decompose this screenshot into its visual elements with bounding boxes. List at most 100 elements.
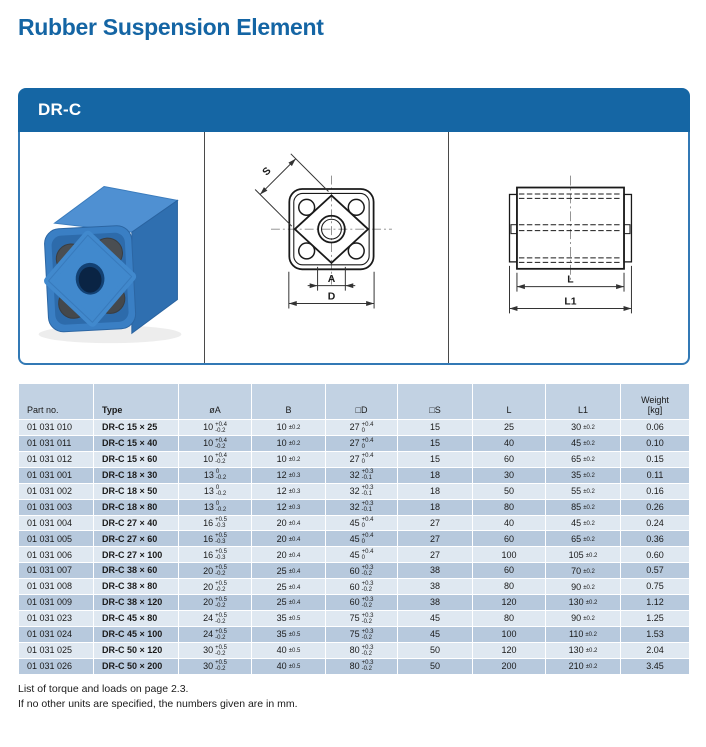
cell-D: 75 +0.3 -0.2 (326, 626, 397, 642)
front-view-drawing: S A D (204, 132, 448, 363)
cell-weight: 0.15 (621, 451, 689, 467)
cell-L1: 105 ±0.2 (546, 547, 620, 563)
cell-L1: 65 ±0.2 (546, 451, 620, 467)
datasheet-page: { "page": { "title": "Rubber Suspension … (0, 13, 706, 747)
cell-B: 12 ±0.3 (252, 499, 325, 515)
cell-type: DR-C 38 × 120 (94, 595, 178, 611)
cell-B: 10 ±0.2 (252, 435, 325, 451)
cell-part_no: 01 031 005 (19, 531, 93, 547)
table-row: 01 031 010 DR-C 15 × 25 10 +0.4 -0.2 10 ±0.2 27… (19, 420, 689, 435)
cell-weight: 0.60 (621, 547, 689, 563)
header-square-s: □S (398, 384, 472, 419)
cell-weight: 0.57 (621, 563, 689, 579)
cell-S: 45 (398, 611, 472, 626)
cell-L: 50 (473, 483, 545, 499)
product-photo-image (38, 186, 182, 344)
cell-part_no: 01 031 025 (19, 642, 93, 658)
panel-body: S A D (18, 132, 690, 365)
header-weight: Weight [kg] (621, 384, 689, 419)
header-dia-a: øA (179, 384, 251, 419)
cell-L1: 110 ±0.2 (546, 626, 620, 642)
cell-weight: 1.25 (621, 611, 689, 626)
cell-D: 75 +0.3 -0.2 (326, 611, 397, 626)
cell-S: 38 (398, 579, 472, 595)
dim-label-l1: L1 (564, 297, 576, 308)
cell-B: 12 ±0.3 (252, 483, 325, 499)
cell-weight: 0.26 (621, 499, 689, 515)
cell-L: 80 (473, 499, 545, 515)
cell-part_no: 01 031 008 (19, 579, 93, 595)
side-view-svg: L L1 (508, 175, 633, 314)
cell-S: 18 (398, 467, 472, 483)
dim-label-a: A (328, 274, 336, 285)
cell-D: 27 +0.4 0 (326, 451, 397, 467)
cell-S: 38 (398, 563, 472, 579)
cell-part_no: 01 031 001 (19, 467, 93, 483)
table-row: 01 031 001 DR-C 18 × 30 13 0 -0.2 12 ±0.3 32 +0.… (19, 467, 689, 483)
cell-L1: 130 ±0.2 (546, 642, 620, 658)
cell-dA: 20 +0.5 -0.2 (179, 595, 251, 611)
cell-part_no: 01 031 024 (19, 626, 93, 642)
header-b: B (252, 384, 325, 419)
cell-weight: 0.75 (621, 579, 689, 595)
cell-type: DR-C 18 × 50 (94, 483, 178, 499)
product-photo (20, 132, 204, 363)
cell-L1: 30 ±0.2 (546, 420, 620, 435)
cell-L1: 55 ±0.2 (546, 483, 620, 499)
cell-type: DR-C 15 × 25 (94, 420, 178, 435)
cell-part_no: 01 031 010 (19, 420, 93, 435)
cell-dA: 20 +0.5 -0.2 (179, 563, 251, 579)
table-row: 01 031 008 DR-C 38 × 80 20 +0.5 -0.2 25 ±0.4 60… (19, 579, 689, 595)
table-row: 01 031 011 DR-C 15 × 40 10 +0.4 -0.2 10 ±0.2 27… (19, 435, 689, 451)
cell-weight: 0.24 (621, 515, 689, 531)
dim-label-s: S (261, 165, 274, 178)
cell-type: DR-C 18 × 80 (94, 499, 178, 515)
cell-B: 20 ±0.4 (252, 547, 325, 563)
side-view-drawing: L L1 (448, 132, 688, 363)
cell-B: 10 ±0.2 (252, 451, 325, 467)
footer-note-torque: List of torque and loads on page 2.3. (18, 682, 189, 695)
cell-S: 27 (398, 531, 472, 547)
cell-type: DR-C 15 × 60 (94, 451, 178, 467)
cell-B: 40 ±0.5 (252, 658, 325, 674)
cell-S: 38 (398, 595, 472, 611)
cell-dA: 24 +0.5 -0.2 (179, 611, 251, 626)
cell-D: 45 +0.4 0 (326, 515, 397, 531)
cell-S: 50 (398, 642, 472, 658)
cell-type: DR-C 45 × 100 (94, 626, 178, 642)
cell-L1: 85 ±0.2 (546, 499, 620, 515)
cell-type: DR-C 50 × 120 (94, 642, 178, 658)
cell-dA: 30 +0.5 -0.2 (179, 658, 251, 674)
cell-L: 60 (473, 451, 545, 467)
cell-part_no: 01 031 003 (19, 499, 93, 515)
header-square-d: □D (326, 384, 397, 419)
cell-type: DR-C 50 × 200 (94, 658, 178, 674)
cell-D: 80 +0.3 -0.2 (326, 642, 397, 658)
cell-D: 60 +0.3 -0.2 (326, 579, 397, 595)
cell-S: 15 (398, 451, 472, 467)
cell-D: 32 +0.3 -0.1 (326, 483, 397, 499)
cell-dA: 20 +0.5 -0.2 (179, 579, 251, 595)
cell-L1: 35 ±0.2 (546, 467, 620, 483)
parts-table-body: 01 031 010 DR-C 15 × 25 10 +0.4 -0.2 10 ±0.2 27… (19, 420, 689, 674)
cell-L: 30 (473, 467, 545, 483)
cell-part_no: 01 031 026 (19, 658, 93, 674)
cell-part_no: 01 031 006 (19, 547, 93, 563)
cell-L1: 65 ±0.2 (546, 531, 620, 547)
cell-weight: 1.53 (621, 626, 689, 642)
page-title: Rubber Suspension Element (18, 14, 324, 40)
table-row: 01 031 012 DR-C 15 × 60 10 +0.4 -0.2 10 ±0.2 27… (19, 451, 689, 467)
cell-dA: 16 +0.5 -0.3 (179, 531, 251, 547)
cell-L1: 70 ±0.2 (546, 563, 620, 579)
parts-table: Part no. Type øA B □D □S L L1 Weight [kg… (18, 383, 690, 675)
cell-B: 35 ±0.5 (252, 626, 325, 642)
cell-part_no: 01 031 012 (19, 451, 93, 467)
cell-S: 15 (398, 420, 472, 435)
cell-D: 32 +0.3 -0.1 (326, 467, 397, 483)
cell-S: 15 (398, 435, 472, 451)
table-row: 01 031 025 DR-C 50 × 120 30 +0.5 -0.2 40 ±0.5 8… (19, 642, 689, 658)
table-row: 01 031 007 DR-C 38 × 60 20 +0.5 -0.2 25 ±0.4 60… (19, 563, 689, 579)
table-row: 01 031 026 DR-C 50 × 200 30 +0.5 -0.2 40 ±0.5 8… (19, 658, 689, 674)
cell-S: 27 (398, 515, 472, 531)
cell-part_no: 01 031 002 (19, 483, 93, 499)
